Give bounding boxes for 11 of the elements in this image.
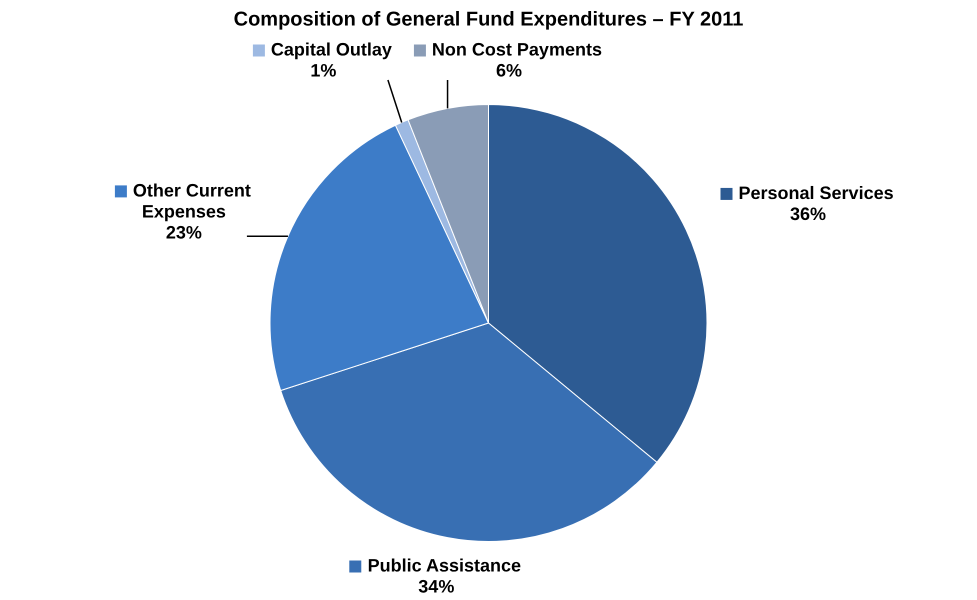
data-label: 6%: [496, 60, 522, 80]
chart-title: Composition of General Fund Expenditures – FY 2011: [234, 8, 744, 31]
legend-label: Personal Services: [738, 182, 894, 203]
data-label: 34%: [418, 576, 454, 596]
legend-label: Non Cost Payments: [432, 39, 602, 60]
data-label: 1%: [310, 60, 336, 80]
legend-label: Other Current Expenses: [132, 180, 251, 222]
legend-label: Capital Outlay: [270, 39, 392, 60]
data-label: 36%: [790, 204, 826, 224]
legend-label: Public Assistance: [368, 555, 522, 576]
data-label: 23%: [166, 222, 202, 242]
